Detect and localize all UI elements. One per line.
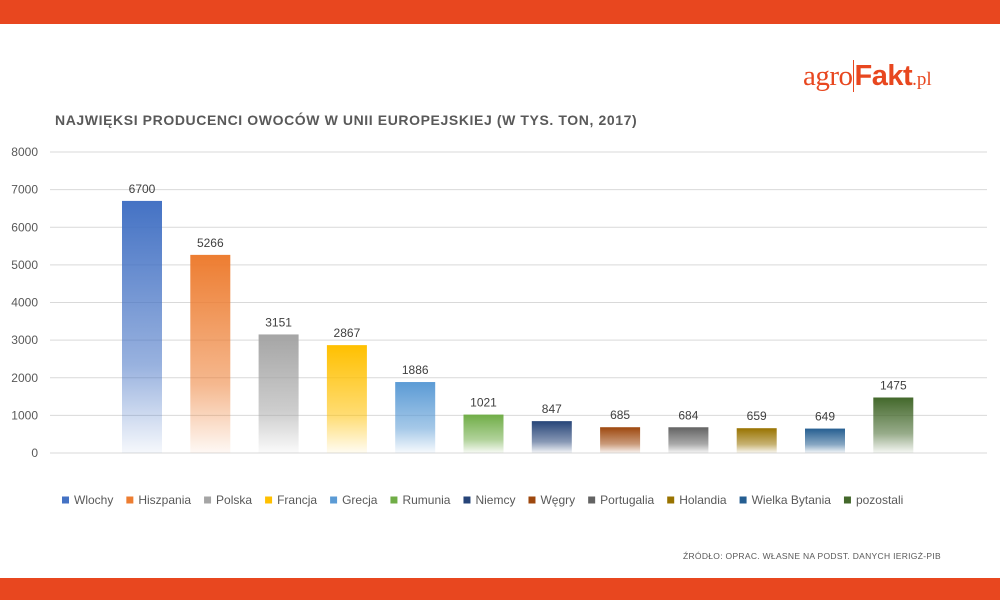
legend-swatch [330, 496, 338, 504]
data-label: 2867 [334, 326, 361, 340]
data-label: 1021 [470, 396, 497, 410]
legend-swatch [126, 496, 134, 504]
logo-fakt: Fakt [852, 60, 913, 92]
top-banner [0, 0, 1000, 24]
legend-label: Polska [216, 493, 252, 507]
data-label: 847 [542, 402, 562, 416]
legend-swatch [463, 496, 471, 504]
legend-label: Wielka Bytania [752, 493, 832, 507]
bar-9[interactable] [668, 427, 709, 453]
bars [122, 200, 914, 453]
y-tick-label: 3000 [11, 333, 38, 347]
logo-pl: .pl [912, 69, 932, 90]
data-label: 1886 [402, 363, 429, 377]
legend: Wlochy Hiszpania Polska Francja Grecja Rumuni… [62, 493, 903, 507]
bar-6[interactable] [463, 414, 504, 453]
y-axis-ticks: 0 1000 2000 3000 4000 5000 6000 7000 8000 [11, 145, 38, 460]
legend-swatch [528, 496, 536, 504]
data-label: 1475 [880, 379, 907, 393]
y-tick-label: 0 [31, 446, 38, 460]
data-label: 6700 [129, 182, 156, 196]
y-tick-label: 8000 [11, 145, 38, 159]
bar-2[interactable] [190, 254, 231, 453]
y-tick-label: 2000 [11, 371, 38, 385]
source-note: ŹRÓDŁO: OPRAC. WŁASNE NA PODST. DANYCH I… [683, 551, 941, 561]
y-tick-label: 6000 [11, 220, 38, 234]
bar-3[interactable] [258, 334, 299, 453]
agrofakt-logo[interactable]: agroFakt.pl [803, 58, 932, 98]
legend-swatch [204, 496, 212, 504]
legend-label: Rumunia [402, 493, 450, 507]
y-tick-label: 7000 [11, 183, 38, 197]
legend-swatch [739, 496, 747, 504]
bar-4[interactable] [326, 345, 367, 453]
legend-swatch [62, 496, 69, 504]
bar-7[interactable] [531, 421, 572, 453]
data-label: 649 [815, 410, 835, 424]
legend-swatch [667, 496, 675, 504]
legend-label: Portugalia [600, 493, 654, 507]
legend-swatch [390, 496, 398, 504]
y-tick-label: 1000 [11, 408, 38, 422]
y-tick-label: 5000 [11, 258, 38, 272]
data-label: 5266 [197, 236, 224, 250]
legend-label: Francja [277, 493, 317, 507]
legend-label: Niemcy [475, 493, 515, 507]
bottom-banner [0, 578, 1000, 600]
y-tick-label: 4000 [11, 296, 38, 310]
legend-swatch [843, 496, 851, 504]
data-label: 659 [747, 409, 767, 423]
legend-label: Grecja [342, 493, 378, 507]
legend-swatch [265, 496, 273, 504]
chart-title: NAJWIĘKSI PRODUCENCI OWOCÓW W UNII EUROP… [55, 112, 638, 128]
data-label: 3151 [265, 315, 292, 329]
legend-swatch [588, 496, 596, 504]
legend-label: Holandia [679, 493, 727, 507]
bar-5[interactable] [395, 382, 436, 453]
legend-label: pozostali [856, 493, 903, 507]
bar-8[interactable] [600, 427, 641, 453]
bar-10[interactable] [736, 428, 777, 453]
bar-1[interactable] [122, 200, 162, 453]
data-label: 684 [678, 408, 698, 422]
legend-label: Węgry [540, 493, 575, 507]
data-labels: 6700 5266 3151 2867 1886 1021 847 685 684 659 649 1… [129, 182, 907, 424]
legend-label: Wlochy [74, 493, 113, 507]
logo-agro: agro [803, 60, 853, 92]
bar-12[interactable] [873, 397, 914, 453]
bar-11[interactable] [805, 428, 845, 453]
legend-label: Hiszpania [138, 493, 191, 507]
data-label: 685 [610, 408, 630, 422]
